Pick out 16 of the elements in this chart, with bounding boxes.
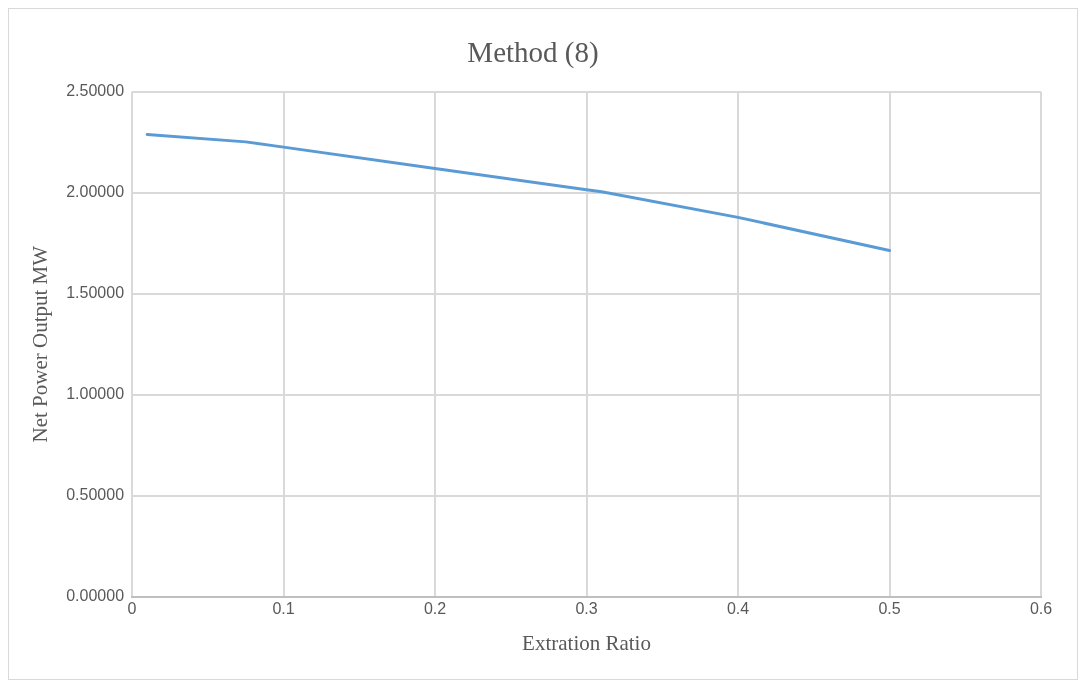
y-tick-label: 0.50000 [66, 486, 125, 504]
chart-title: Method (8) [467, 36, 599, 70]
x-tick-label: 0.5 [878, 599, 901, 617]
y-tick-label: 1.00000 [66, 385, 125, 403]
x-tick-label: 0 [127, 599, 137, 617]
x-tick-label: 0.4 [726, 599, 750, 617]
x-axis-title: Extration Ratio [522, 630, 651, 655]
x-tick-label: 0.2 [423, 599, 447, 617]
y-tick-label: 2.00000 [66, 183, 125, 201]
y-axis-title: Net Power Output MW [28, 245, 53, 443]
y-tick-label: 1.50000 [66, 284, 125, 302]
y-tick-label: 2.50000 [66, 82, 125, 100]
y-tick-label: 0.00000 [66, 587, 125, 605]
x-tick-label: 0.1 [272, 599, 295, 617]
x-tick-label: 0.6 [1029, 599, 1053, 617]
x-tick-label: 0.3 [575, 599, 598, 617]
